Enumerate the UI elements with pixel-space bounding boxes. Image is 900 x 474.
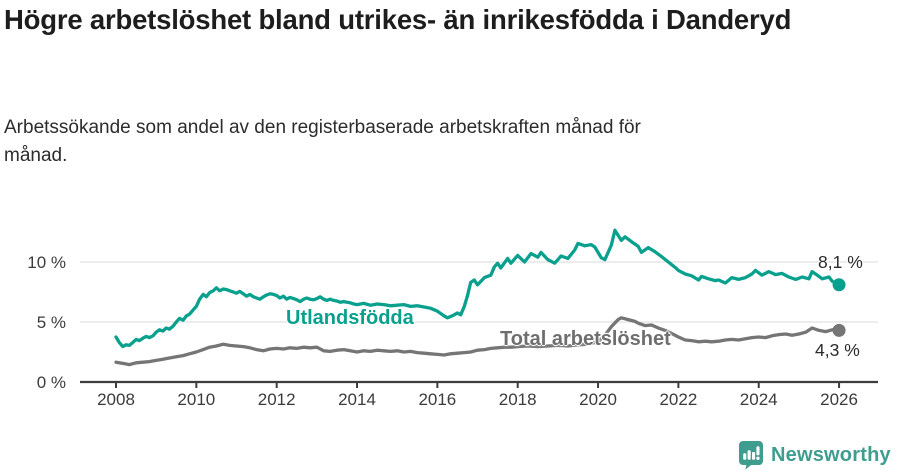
x-tick-label: 2018 <box>498 390 537 409</box>
x-tick-label: 2026 <box>820 390 858 409</box>
y-tick-label: 10 % <box>27 253 66 272</box>
x-tick-label: 2012 <box>257 390 296 409</box>
series-label-total-arbetsloshet: Total arbetslöshet <box>500 328 671 350</box>
series-end-dot-total <box>832 323 846 337</box>
y-tick-label: 5 % <box>36 313 66 332</box>
x-tick-label: 2016 <box>418 390 457 409</box>
newsworthy-pin-barchart-icon <box>738 440 764 470</box>
series-label-utlandsfodda: Utlandsfödda <box>286 307 414 329</box>
end-value-label-utlandsfodda: 8,1 % <box>818 252 863 272</box>
series-line-total <box>114 316 841 367</box>
chart-title: Högre arbetslöshet bland utrikes- än inr… <box>4 4 792 35</box>
newsworthy-logo[interactable]: Newsworthy <box>738 440 891 470</box>
x-tick-label: 2024 <box>739 390 778 409</box>
x-tick-label: 2022 <box>659 390 698 409</box>
series-line-utlandsfodda <box>114 228 841 349</box>
end-value-label-total: 4,3 % <box>815 340 860 360</box>
x-tick-label: 2008 <box>97 390 135 409</box>
x-tick-label: 2014 <box>338 390 376 409</box>
x-tick-label: 2010 <box>177 390 216 409</box>
y-tick-label: 0 % <box>36 373 66 392</box>
chart-subtitle: Arbetssökande som andel av den registerb… <box>4 117 641 166</box>
x-tick-label: 2020 <box>579 390 617 409</box>
newsworthy-logo-text: Newsworthy <box>771 443 891 466</box>
series-end-dot-utlandsfodda <box>832 278 846 292</box>
